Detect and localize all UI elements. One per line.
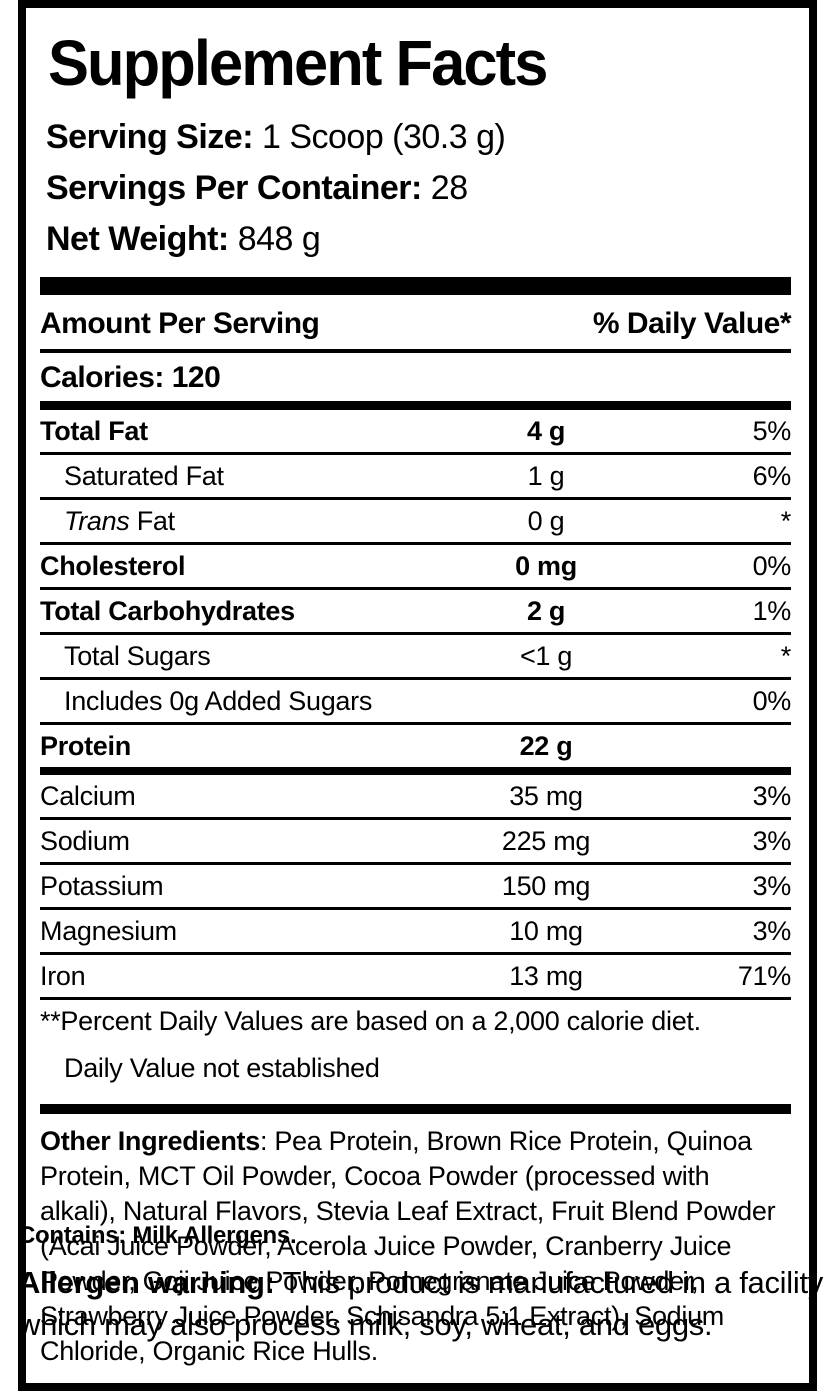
nutrient-amount: 10 mg xyxy=(509,916,583,946)
servings-per-container-line: Servings Per Container: 28 xyxy=(46,169,791,208)
nutrient-name-text: Iron xyxy=(40,961,86,991)
allergen-warning-label: Allergen warning: xyxy=(18,1265,275,1300)
nutrient-daily-value: 3% xyxy=(752,826,792,856)
table-row: Calcium 35 mg 3% xyxy=(40,775,791,820)
amount-per-serving-header: Amount Per Serving xyxy=(40,307,320,340)
nutrient-name: Iron xyxy=(40,961,421,992)
allergen-warning-line: Allergen warning: This product is manufa… xyxy=(18,1262,824,1346)
nutrient-daily-value: 0% xyxy=(752,551,792,581)
contains-line: Contains: Milk Allergens. xyxy=(18,1222,297,1249)
calories-row: Calories: 120 xyxy=(40,353,791,410)
nutrient-name-text: Protein xyxy=(40,731,131,761)
nutrient-name: Potassium xyxy=(40,871,421,902)
net-weight-label: Net Weight: xyxy=(46,220,229,258)
nutrient-name: Cholesterol xyxy=(40,551,421,582)
daily-value-header: % Daily Value* xyxy=(592,307,792,340)
nutrient-amount: 150 mg xyxy=(501,871,591,901)
nutrient-name-text: Saturated Fat xyxy=(64,461,224,491)
table-row: Saturated Fat 1 g 6% xyxy=(40,455,791,500)
nutrient-daily-value: 3% xyxy=(752,916,792,946)
nutrient-daily-value: * xyxy=(780,641,792,671)
nutrient-amount: 225 mg xyxy=(501,826,591,856)
nutrient-daily-value: 5% xyxy=(752,416,792,446)
nutrient-name: Sodium xyxy=(40,826,421,857)
table-row: Includes 0g Added Sugars 0% xyxy=(40,680,791,725)
serving-size-label: Serving Size: xyxy=(46,118,254,156)
not-established-footnote: Daily Value not established xyxy=(64,1053,380,1083)
nutrient-name: Saturated Fat xyxy=(40,461,421,492)
nutrient-amount: 1 g xyxy=(527,461,565,491)
nutrient-amount: <1 g xyxy=(519,641,573,671)
below-panel-text: Contains: Milk Allergens. Allergen warni… xyxy=(18,1222,824,1346)
nutrient-daily-value: 1% xyxy=(752,596,792,626)
nutrient-name-text: Total Carbohydrates xyxy=(40,596,295,626)
nutrient-daily-value: 0% xyxy=(752,686,792,716)
nutrient-name: Total Sugars xyxy=(40,641,421,672)
nutrient-name-text: Fat xyxy=(129,506,175,536)
nutrient-name: Trans Fat xyxy=(40,506,421,537)
nutrient-amount: 22 g xyxy=(519,731,573,761)
nutrient-name: Total Fat xyxy=(40,416,421,447)
nutrient-amount: 35 mg xyxy=(509,781,583,811)
nutrient-name-text: Sodium xyxy=(40,826,130,856)
nutrient-name: Includes 0g Added Sugars xyxy=(40,686,421,717)
nutrient-name-text: Includes 0g Added Sugars xyxy=(64,686,373,716)
nutrient-rows: Total Fat 4 g 5% Saturated Fat 1 g 6% Tr… xyxy=(40,410,791,1000)
table-row: Sodium 225 mg 3% xyxy=(40,820,791,865)
nutrient-name-text: Total Fat xyxy=(40,416,148,446)
nutrient-amount: 0 g xyxy=(527,506,565,536)
nutrient-name-text: Total Sugars xyxy=(64,641,211,671)
table-row: Protein 22 g xyxy=(40,725,791,775)
nutrient-name: Total Carbohydrates xyxy=(40,596,421,627)
nutrient-name-text: Cholesterol xyxy=(40,551,186,581)
table-row: Potassium 150 mg 3% xyxy=(40,865,791,910)
servings-per-container-value: 28 xyxy=(421,169,468,207)
nutrient-name: Magnesium xyxy=(40,916,421,947)
nutrient-name-italic: Trans xyxy=(64,506,130,536)
servings-per-container-label: Servings Per Container: xyxy=(46,169,422,207)
table-row: Total Fat 4 g 5% xyxy=(40,410,791,455)
table-top-bar xyxy=(40,277,791,295)
nutrient-amount: 2 g xyxy=(526,596,566,626)
nutrient-name: Calcium xyxy=(40,781,421,812)
nutrient-name: Protein xyxy=(40,731,421,762)
ingredients-separator-bar xyxy=(40,1104,791,1114)
serving-size-line: Serving Size: 1 Scoop (30.3 g) xyxy=(46,118,791,157)
nutrient-name-text: Potassium xyxy=(40,871,164,901)
panel-title: Supplement Facts xyxy=(48,27,548,99)
daily-value-footnote: **Percent Daily Values are based on a 2,… xyxy=(40,1006,701,1036)
table-row: Cholesterol 0 mg 0% xyxy=(40,545,791,590)
supplement-facts-panel: Supplement Facts Serving Size: 1 Scoop (… xyxy=(18,0,817,1391)
net-weight-value: 848 g xyxy=(228,220,321,258)
table-header-row: Amount Per Serving % Daily Value* xyxy=(40,295,792,353)
table-row: Trans Fat 0 g * xyxy=(40,500,791,545)
table-row: Total Carbohydrates 2 g 1% xyxy=(40,590,791,635)
nutrient-daily-value: * xyxy=(780,506,792,536)
other-ingredients-label: Other Ingredients xyxy=(40,1126,260,1156)
table-row: Total Sugars <1 g * xyxy=(40,635,791,680)
table-row: Magnesium 10 mg 3% xyxy=(40,910,791,955)
nutrient-amount: 4 g xyxy=(526,416,566,446)
table-row: Iron 13 mg 71% xyxy=(40,955,791,1000)
nutrient-name-text: Calcium xyxy=(40,781,136,811)
nutrient-daily-value: 6% xyxy=(752,461,792,491)
net-weight-line: Net Weight: 848 g xyxy=(46,220,791,259)
nutrient-daily-value: 3% xyxy=(752,871,792,901)
nutrient-daily-value: 71% xyxy=(737,961,791,991)
nutrient-amount: 0 mg xyxy=(515,551,577,581)
allergen-warning-text: This product is manufactured in a facili… xyxy=(18,1265,823,1342)
serving-size-value: 1 Scoop (30.3 g) xyxy=(253,118,506,156)
nutrient-amount: 13 mg xyxy=(509,961,583,991)
nutrient-daily-value: 3% xyxy=(752,781,792,811)
nutrient-name-text: Magnesium xyxy=(40,916,177,946)
